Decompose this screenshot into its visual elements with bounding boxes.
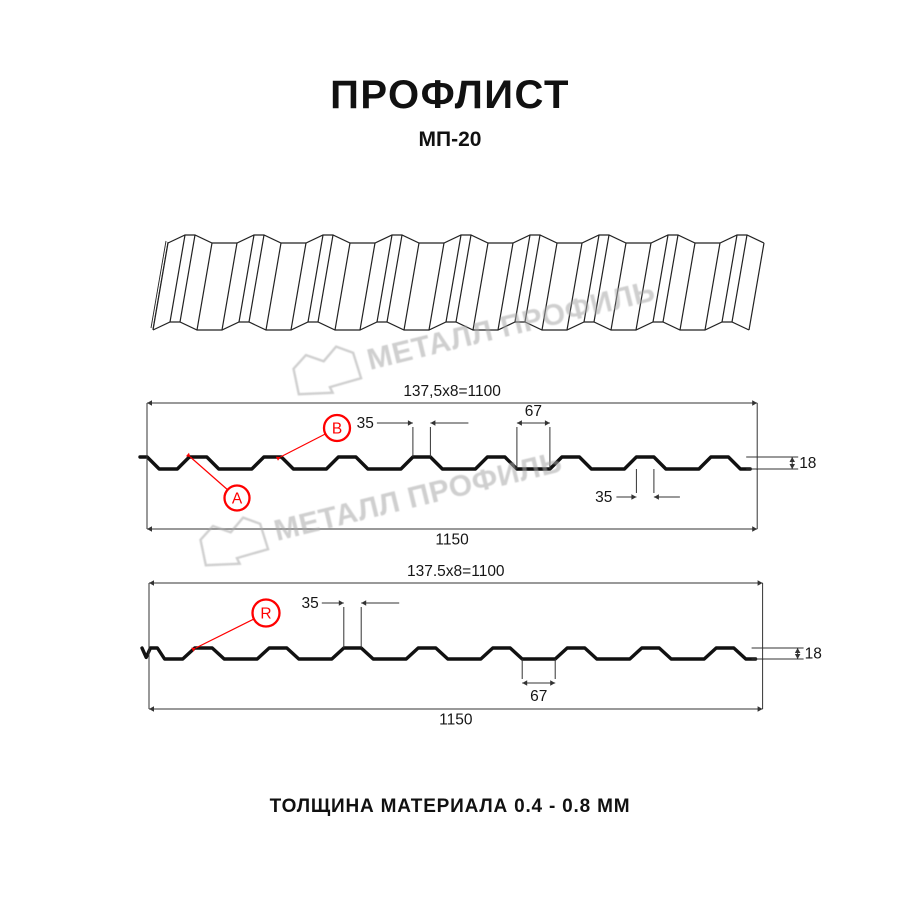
- svg-text:137,5x8=1100: 137,5x8=1100: [403, 383, 501, 400]
- svg-text:МЕТАЛЛ ПРОФИЛЬ: МЕТАЛЛ ПРОФИЛЬ: [364, 275, 659, 377]
- svg-text:18: 18: [799, 455, 816, 472]
- svg-text:137.5x8=1100: 137.5x8=1100: [407, 563, 505, 580]
- svg-text:МЕТАЛЛ ПРОФИЛЬ: МЕТАЛЛ ПРОФИЛЬ: [271, 446, 566, 548]
- svg-text:35: 35: [302, 595, 319, 612]
- svg-text:1150: 1150: [435, 532, 469, 549]
- svg-text:67: 67: [530, 688, 547, 705]
- svg-text:R: R: [260, 606, 271, 623]
- svg-text:B: B: [332, 421, 342, 438]
- svg-text:A: A: [232, 491, 243, 508]
- svg-text:35: 35: [595, 489, 612, 506]
- svg-text:1150: 1150: [439, 712, 473, 729]
- svg-text:18: 18: [805, 646, 822, 663]
- svg-text:67: 67: [525, 403, 542, 420]
- svg-text:35: 35: [357, 415, 374, 432]
